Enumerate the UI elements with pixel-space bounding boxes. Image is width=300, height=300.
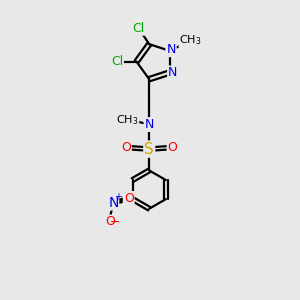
Text: +: + [114, 192, 122, 203]
Text: O: O [168, 141, 178, 154]
Text: N: N [145, 118, 154, 131]
Text: O: O [124, 192, 134, 205]
Text: N: N [168, 67, 177, 80]
Text: Cl: Cl [111, 55, 123, 68]
Text: O: O [121, 141, 131, 154]
Text: −: − [110, 216, 121, 229]
Text: CH$_3$: CH$_3$ [179, 33, 202, 47]
Text: N: N [108, 196, 119, 210]
Text: O: O [105, 215, 115, 229]
Text: S: S [144, 142, 154, 157]
Text: Cl: Cl [132, 22, 144, 35]
Text: N: N [166, 43, 176, 56]
Text: CH$_3$: CH$_3$ [116, 113, 138, 127]
